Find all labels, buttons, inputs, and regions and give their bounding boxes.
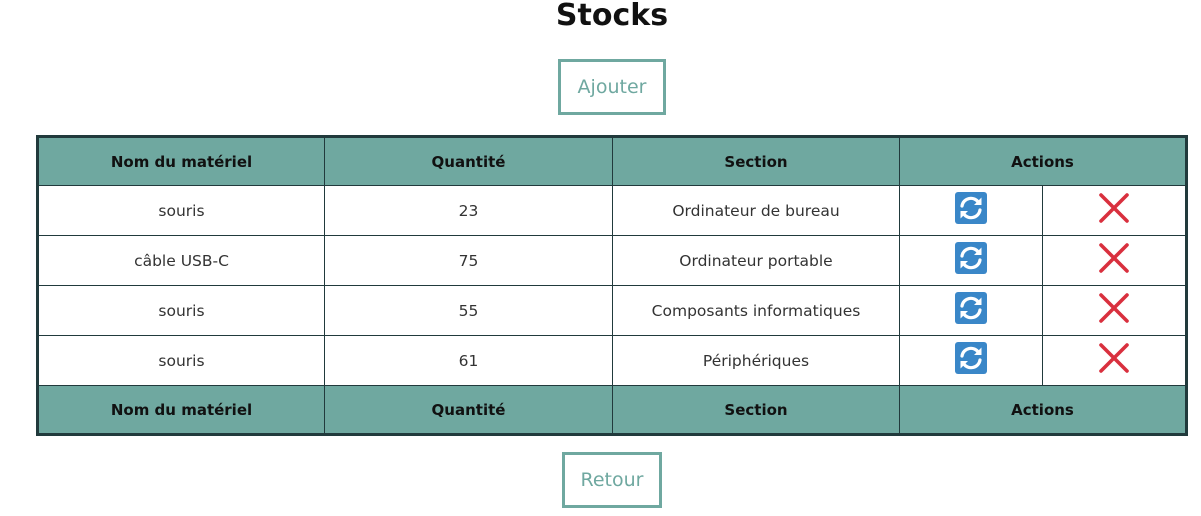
refresh-icon[interactable] [955,191,987,224]
cell-delete [1041,235,1188,286]
cell-section: Ordinateur portable [612,235,900,286]
cell-quantity: 55 [324,285,613,336]
cell-delete [1041,285,1188,336]
page-title: Stocks [555,0,669,33]
cell-edit [899,185,1043,236]
cell-edit [899,235,1043,286]
header-section: Section [612,136,900,186]
cell-name: câble USB-C [37,235,325,286]
header-name: Nom du matériel [37,136,325,186]
close-icon[interactable] [1098,192,1130,224]
footer-name: Nom du matériel [37,385,325,435]
refresh-icon[interactable] [955,291,987,324]
stock-table: Nom du matériel Quantité Section Actions… [36,135,1189,436]
close-icon[interactable] [1098,292,1130,324]
table-row: souris 23 Ordinateur de bureau [37,185,1188,236]
table-row: souris 55 Composants informatiques [37,285,1188,336]
footer-quantity: Quantité [324,385,613,435]
cell-section: Ordinateur de bureau [612,185,900,236]
cell-section: Composants informatiques [612,285,900,336]
cell-edit [899,285,1043,336]
cell-delete [1041,185,1188,236]
refresh-icon[interactable] [955,341,987,374]
table-header-row: Nom du matériel Quantité Section Actions [37,136,1188,186]
cell-name: souris [37,335,325,386]
cell-section: Périphériques [612,335,900,386]
cell-edit [899,335,1043,386]
table-row: souris 61 Périphériques [37,335,1188,386]
cell-delete [1041,335,1188,386]
footer-section: Section [612,385,900,435]
close-icon[interactable] [1098,242,1130,274]
cell-quantity: 23 [324,185,613,236]
footer-actions: Actions [898,385,1188,435]
header-quantity: Quantité [324,136,613,186]
cell-name: souris [37,185,325,236]
refresh-icon[interactable] [955,241,987,274]
back-button[interactable]: Retour [562,452,662,508]
header-actions: Actions [898,136,1188,186]
close-icon[interactable] [1098,342,1130,374]
cell-name: souris [37,285,325,336]
cell-quantity: 75 [324,235,613,286]
add-button[interactable]: Ajouter [558,59,666,115]
table-row: câble USB-C 75 Ordinateur portable [37,235,1188,286]
table-footer-row: Nom du matériel Quantité Section Actions [37,385,1188,435]
cell-quantity: 61 [324,335,613,386]
